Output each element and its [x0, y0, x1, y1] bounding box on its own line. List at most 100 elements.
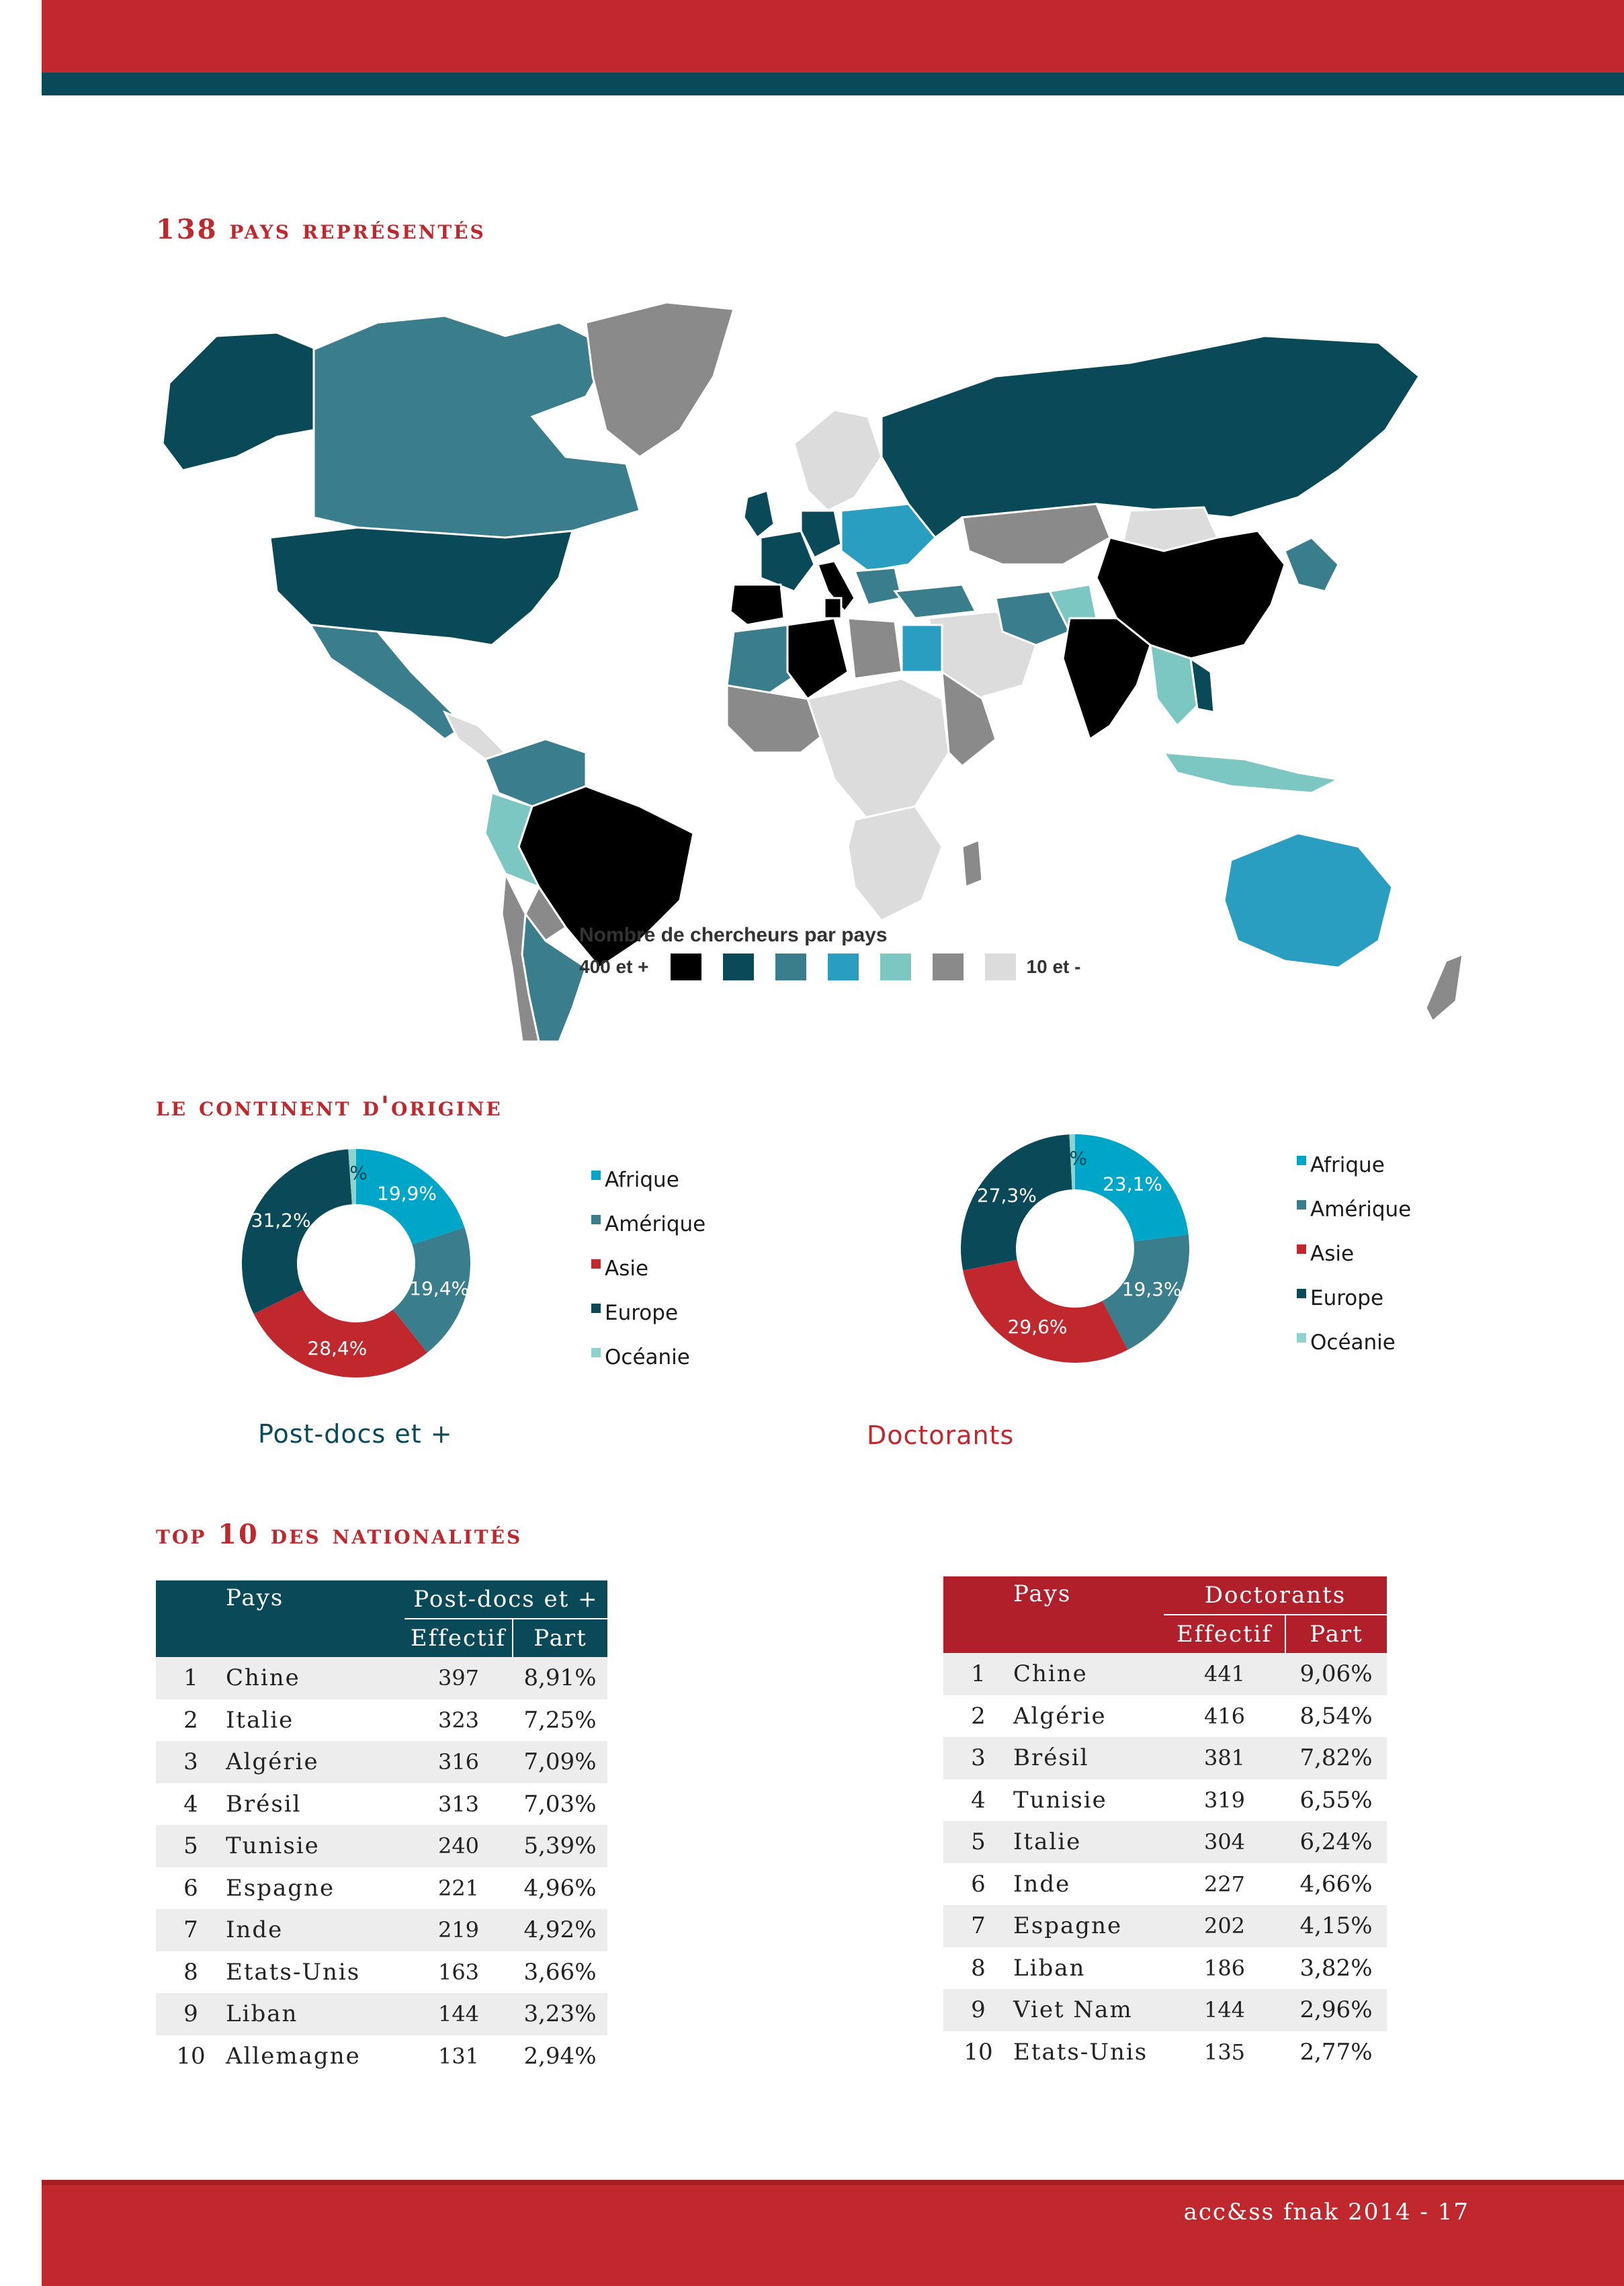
postdocs-effectif: 323	[404, 1699, 513, 1741]
table-row: 9 Liban 144 3,23%	[156, 1993, 607, 2035]
doctorants-label-asie: 29,6%	[1008, 1316, 1068, 1338]
legend2-amerique: Amérique	[1310, 1197, 1412, 1222]
table-row: 3 Algérie 316 7,09%	[156, 1741, 607, 1783]
doctorants-effectif: 135	[1164, 2031, 1285, 2073]
map-region-russia	[880, 335, 1420, 540]
donut-doctorants-svg: 23,1% 19,3% 29,6% 27,3%0,8%	[961, 1134, 1189, 1363]
postdocs-rank: 6	[156, 1867, 226, 1909]
postdocs-part: 3,66%	[513, 1951, 607, 1993]
doctorants-effectif: 319	[1164, 1779, 1285, 1821]
doctorants-head-pays: Pays	[1013, 1576, 1164, 1653]
postdocs-country: Liban	[226, 1993, 404, 2035]
postdocs-country: Brésil	[226, 1783, 404, 1825]
map-region-east-africa	[941, 670, 997, 768]
map-region-new-zealand	[1424, 952, 1464, 1023]
world-map-svg	[161, 301, 1464, 1043]
doctorants-country: Espagne	[1013, 1905, 1164, 1947]
map-legend-swatch-1	[670, 954, 701, 980]
world-map	[156, 296, 1473, 1048]
doctorants-part: 6,55%	[1285, 1779, 1387, 1821]
postdocs-effectif: 163	[404, 1951, 513, 1993]
legend2-oceanie: Océanie	[1310, 1330, 1396, 1355]
postdocs-part: 8,91%	[513, 1657, 607, 1699]
postdocs-country: Italie	[226, 1699, 404, 1741]
doctorants-effectif: 227	[1164, 1863, 1285, 1905]
doctorants-effectif: 304	[1164, 1821, 1285, 1863]
doctorants-rank: 6	[943, 1863, 1013, 1905]
postdocs-country: Allemagne	[226, 2035, 404, 2077]
postdocs-rank: 5	[156, 1825, 226, 1867]
table-row: 8 Liban 186 3,82%	[943, 1947, 1387, 1989]
postdocs-head-part: Part	[512, 1618, 607, 1657]
doctorants-head-effectif: Effectif	[1164, 1614, 1285, 1653]
doctorants-rank: 2	[943, 1695, 1013, 1737]
map-legend-title: Nombre de chercheurs par pays	[579, 924, 888, 946]
postdocs-slice-amérique	[392, 1227, 470, 1353]
doctorants-country: Chine	[1013, 1653, 1164, 1695]
legend-europe-icon	[591, 1304, 601, 1313]
doctorants-country: Etats-Unis	[1013, 2031, 1164, 2073]
table-row: 4 Tunisie 319 6,55%	[943, 1779, 1387, 1821]
doctorants-country: Inde	[1013, 1863, 1164, 1905]
map-legend-swatch-4	[827, 954, 859, 980]
table-row: 5 Italie 304 6,24%	[943, 1821, 1387, 1863]
table-row: 5 Tunisie 240 5,39%	[156, 1825, 607, 1867]
postdocs-slice-asie	[253, 1289, 427, 1378]
postdocs-head-pays: Pays	[226, 1580, 404, 1657]
doctorants-part: 4,66%	[1285, 1863, 1387, 1905]
postdocs-effectif: 131	[404, 2035, 513, 2077]
postdocs-label-amérique: 19,4%	[409, 1277, 469, 1300]
table-row: 2 Italie 323 7,25%	[156, 1699, 607, 1741]
doctorants-part: 8,54%	[1285, 1695, 1387, 1737]
postdocs-rank: 7	[156, 1909, 226, 1951]
doctorants-country: Viet Nam	[1013, 1989, 1164, 2031]
map-legend-swatch-5	[880, 954, 911, 980]
doctorants-label-europe: 27,3%	[977, 1185, 1037, 1207]
postdocs-effectif: 219	[404, 1909, 513, 1951]
footer-bar-line	[42, 2180, 1624, 2185]
table-row: 1 Chine 397 8,91%	[156, 1657, 607, 1699]
legend-asie: Asie	[605, 1257, 649, 1281]
doctorants-head-part: Part	[1285, 1614, 1387, 1653]
postdocs-part: 4,92%	[513, 1909, 607, 1951]
postdocs-rank: 1	[156, 1657, 226, 1699]
legend-amerique: Amérique	[605, 1212, 706, 1236]
legend-oceanie: Océanie	[605, 1345, 690, 1369]
table-row: 8 Etats-Unis 163 3,66%	[156, 1951, 607, 1993]
postdocs-part: 5,39%	[513, 1825, 607, 1867]
map-region-usa	[269, 526, 574, 646]
map-region-france	[759, 530, 816, 593]
doctorants-rank: 3	[943, 1737, 1013, 1779]
postdocs-slice-afrique	[356, 1149, 465, 1245]
postdocs-part: 7,25%	[513, 1699, 607, 1741]
map-region-indonesia	[1162, 751, 1342, 794]
doctorants-rank: 5	[943, 1821, 1013, 1863]
table-row: 7 Inde 219 4,92%	[156, 1909, 607, 1951]
map-region-mexico	[308, 624, 467, 740]
map-region-north-africa-west	[726, 624, 802, 700]
doctorants-label-amérique: 19,3%	[1122, 1278, 1182, 1300]
legend-europe: Europe	[605, 1301, 679, 1325]
table-doctorants: Pays Doctorants Effectif Part 1 Chine 441 9…	[943, 1576, 1387, 2073]
table-row: 3 Brésil 381 7,82%	[943, 1737, 1387, 1779]
doctorants-slice-asie	[963, 1259, 1128, 1363]
map-region-chile	[501, 870, 540, 1043]
postdocs-rank: 8	[156, 1951, 226, 1993]
doctorants-effectif: 441	[1164, 1653, 1285, 1695]
postdocs-part: 3,23%	[513, 1993, 607, 2035]
map-region-alaska	[161, 331, 318, 472]
legend2-asie-icon	[1297, 1244, 1306, 1254]
doctorants-rank: 9	[943, 1989, 1013, 2031]
map-region-egypt	[900, 624, 943, 673]
doctorants-effectif: 381	[1164, 1737, 1285, 1779]
postdocs-slice-océanie	[348, 1149, 356, 1205]
doctorants-part: 6,24%	[1285, 1821, 1387, 1863]
doctorants-rank: 4	[943, 1779, 1013, 1821]
doctorants-rank: 10	[943, 2031, 1013, 2073]
postdocs-part: 7,09%	[513, 1741, 607, 1783]
map-region-balkans	[853, 566, 903, 606]
map-region-germany	[800, 509, 843, 560]
map-legend-swatch-2	[722, 954, 754, 980]
doctorants-rank: 7	[943, 1905, 1013, 1947]
map-legend-high: 400 et +	[579, 956, 649, 977]
